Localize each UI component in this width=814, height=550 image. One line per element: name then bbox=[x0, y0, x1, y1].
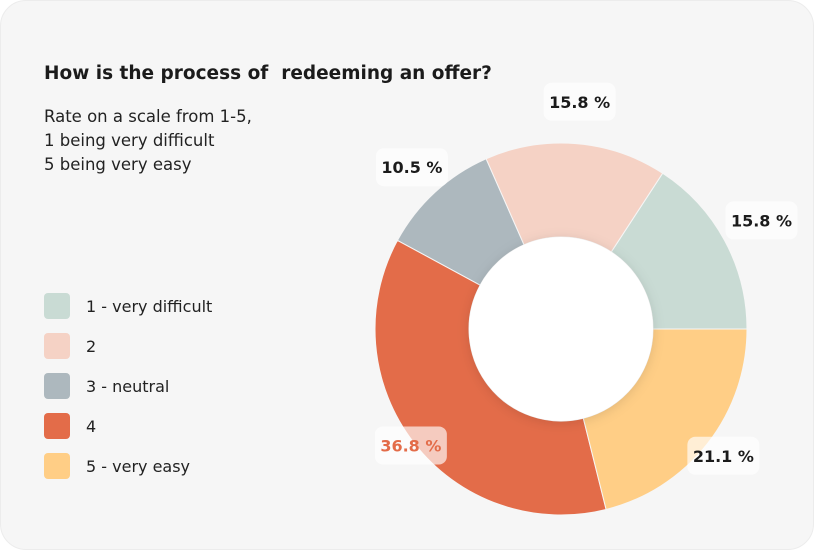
donut-label-box-1 bbox=[725, 201, 798, 240]
legend: 1 - very difficult 2 3 - neutral 4 5 - v… bbox=[44, 293, 212, 493]
legend-swatch-4 bbox=[44, 413, 70, 439]
legend-item-3: 3 - neutral bbox=[44, 373, 212, 399]
donut-label-text-5: 21.1 % bbox=[693, 447, 754, 466]
subtitle-line-3: 5 being very easy bbox=[44, 155, 192, 174]
legend-label-5: 5 - very easy bbox=[86, 456, 191, 476]
donut-label-text-3: 10.5 % bbox=[381, 158, 442, 177]
donut-label-box-2 bbox=[543, 82, 616, 121]
donut-label-box-3 bbox=[375, 148, 448, 187]
donut-label-5: 21.1 % bbox=[687, 436, 760, 475]
donut-label-box-5 bbox=[687, 436, 760, 475]
donut-hole bbox=[469, 237, 653, 421]
legend-label-2: 2 bbox=[86, 336, 97, 356]
legend-label-3: 3 - neutral bbox=[86, 376, 170, 396]
donut-label-1: 15.8 % bbox=[725, 201, 798, 240]
subtitle-line-1: Rate on a scale from 1-5, bbox=[44, 107, 252, 126]
chart-subtitle: Rate on a scale from 1-5, 1 being very d… bbox=[44, 105, 252, 177]
legend-item-4: 4 bbox=[44, 413, 212, 439]
donut-label-3: 10.5 % bbox=[375, 148, 448, 187]
donut-label-text-2: 15.8 % bbox=[549, 93, 610, 112]
donut-label-text-4: 36.8 % bbox=[380, 436, 441, 455]
legend-swatch-1 bbox=[44, 293, 70, 319]
legend-swatch-5 bbox=[44, 453, 70, 479]
donut-labels: 15.8 % 15.8 % 10.5 % 36.8 % 21.1 % bbox=[374, 82, 798, 475]
legend-swatch-3 bbox=[44, 373, 70, 399]
legend-item-5: 5 - very easy bbox=[44, 453, 212, 479]
legend-item-1: 1 - very difficult bbox=[44, 293, 212, 319]
legend-item-2: 2 bbox=[44, 333, 212, 359]
legend-label-1: 1 - very difficult bbox=[86, 296, 213, 316]
legend-label-4: 4 bbox=[86, 416, 97, 436]
donut-label-text-1: 15.8 % bbox=[731, 211, 792, 230]
donut-label-4: 36.8 % bbox=[374, 426, 447, 465]
legend-swatch-2 bbox=[44, 333, 70, 359]
chart-title: How is the process of redeeming an offer… bbox=[44, 63, 492, 84]
subtitle-line-2: 1 being very difficult bbox=[44, 131, 215, 150]
donut-label-2: 15.8 % bbox=[543, 82, 616, 121]
donut-label-box-4 bbox=[374, 426, 447, 465]
